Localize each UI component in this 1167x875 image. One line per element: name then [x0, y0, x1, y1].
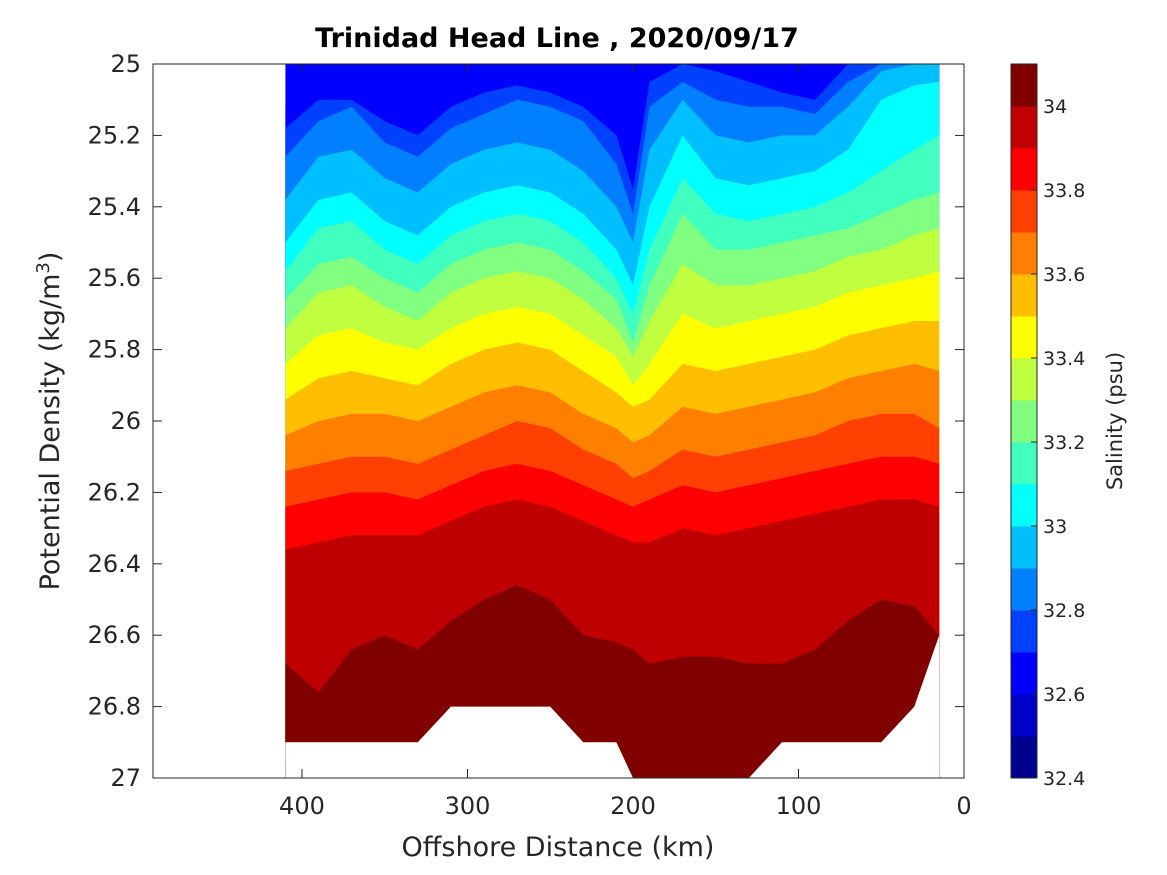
colorbar-tick-label: 32.6 [1043, 684, 1085, 706]
y-tick-label: 25.8 [88, 336, 141, 364]
colorbar-segment [1011, 442, 1037, 485]
y-tick-label: 26.8 [88, 693, 141, 721]
y-axis-label-close: ) [35, 252, 66, 263]
y-tick-label: 25 [110, 50, 141, 78]
colorbar-tick-label: 32.4 [1043, 768, 1085, 790]
x-tick-label: 300 [445, 792, 491, 820]
colorbar-label: Salinity (psu) [1103, 352, 1127, 490]
y-axis-label-sup: 3 [33, 262, 54, 273]
colorbar-segment [1011, 106, 1037, 149]
data-limit-mask [285, 635, 940, 778]
y-tick-label: 25.2 [88, 121, 141, 149]
colorbar-ticks: 32.4 32.6 32.8 33 33.2 33.4 33.6 33.8 34 [1031, 96, 1085, 790]
colorbar-tick-label: 32.8 [1043, 600, 1085, 622]
x-tick-label: 200 [610, 792, 656, 820]
x-axis-label: Offshore Distance (km) [402, 832, 715, 863]
y-tick-label: 25.6 [88, 264, 141, 292]
colorbar-segment [1011, 190, 1037, 233]
colorbar [1011, 64, 1037, 779]
y-tick-label: 27 [110, 764, 141, 792]
colorbar-segment [1011, 652, 1037, 695]
y-tick-label: 26.2 [88, 478, 141, 506]
x-tick-label: 100 [776, 792, 822, 820]
bottom-mask [285, 635, 940, 778]
y-tick-label: 26.6 [88, 621, 141, 649]
colorbar-segment [1011, 526, 1037, 569]
colorbar-segment [1011, 568, 1037, 611]
y-tick-label: 26 [110, 407, 141, 435]
colorbar-tick-label: 33.4 [1043, 348, 1085, 370]
x-tick-label: 400 [279, 792, 325, 820]
colorbar-segment [1011, 316, 1037, 359]
colorbar-segment [1011, 736, 1037, 779]
y-axis-ticks: 25 25.2 25.4 25.6 25.8 26 26.2 26.4 26.6 26.8 27 [88, 50, 964, 792]
y-tick-label: 26.4 [88, 550, 141, 578]
salinity-contours [285, 64, 940, 778]
colorbar-segment [1011, 358, 1037, 401]
x-tick-label: 0 [956, 792, 971, 820]
colorbar-segment [1011, 274, 1037, 317]
colorbar-segment [1011, 232, 1037, 275]
colorbar-segment [1011, 148, 1037, 191]
x-axis-ticks: 400 300 200 100 0 [279, 64, 972, 820]
colorbar-tick-label: 33.2 [1043, 432, 1085, 454]
chart-title: Trinidad Head Line , 2020/09/17 [315, 23, 799, 54]
colorbar-segment [1011, 694, 1037, 737]
y-axis-label: Potential Density (kg/m3) [33, 252, 67, 591]
colorbar-segment [1011, 64, 1037, 107]
colorbar-segment [1011, 484, 1037, 527]
colorbar-frame [1010, 63, 1038, 779]
colorbar-segment [1011, 400, 1037, 443]
colorbar-segment [1011, 610, 1037, 653]
y-tick-label: 25.4 [88, 193, 141, 221]
colorbar-tick-label: 33.6 [1043, 264, 1085, 286]
y-axis-label-main: Potential Density (kg/m [35, 274, 66, 591]
colorbar-tick-label: 34 [1043, 96, 1067, 118]
colorbar-tick-label: 33 [1043, 516, 1067, 538]
colorbar-tick-label: 33.8 [1043, 180, 1085, 202]
